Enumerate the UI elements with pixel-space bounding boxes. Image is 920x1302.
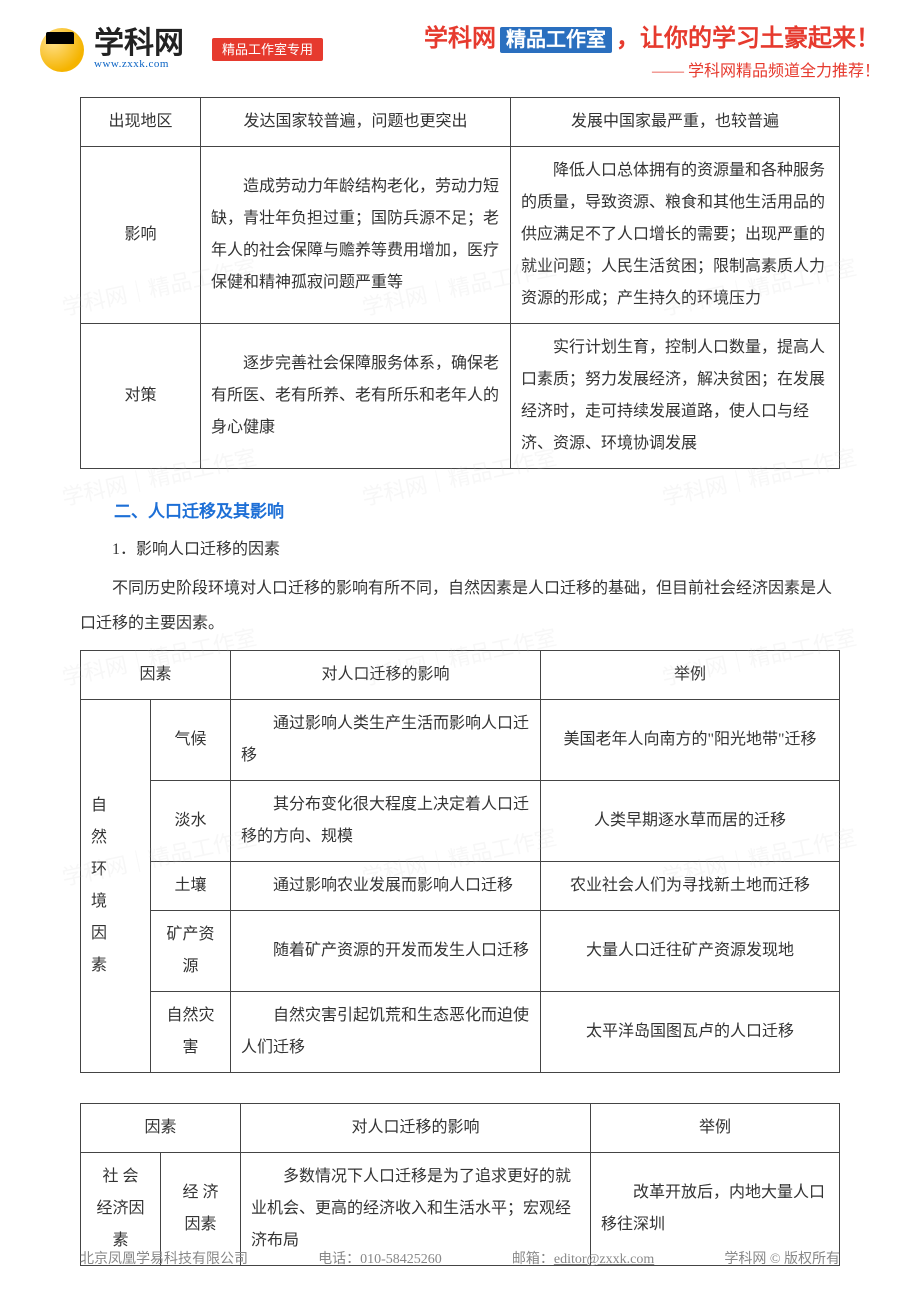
- table-row: 矿产资源 随着矿产资源的开发而发生人口迁移 大量人口迁往矿产资源发现地: [81, 910, 840, 991]
- footer-email-link[interactable]: editor@zxxk.com: [554, 1252, 654, 1267]
- slogan-pre: 学科网: [424, 26, 496, 52]
- cell: 通过影响人类生产生活而影响人口迁移: [231, 699, 541, 780]
- cell: 造成劳动力年龄结构老化，劳动力短缺，青壮年负担过重；国防兵源不足；老年人的社会保…: [201, 147, 511, 324]
- cell: 人类早期逐水草而居的迁移: [541, 780, 840, 861]
- cell: 出现地区: [81, 98, 201, 147]
- page-footer: 北京凤凰学易科技有限公司 电话：010-58425260 邮箱：editor@z…: [0, 1248, 920, 1268]
- cell-group: 自然环境因素: [81, 699, 151, 1072]
- slogan-post: ，让你的学习土豪起来！: [616, 26, 880, 52]
- cell: 随着矿产资源的开发而发生人口迁移: [231, 910, 541, 991]
- cell: 气候: [151, 699, 231, 780]
- cell: 美国老年人向南方的"阳光地带"迁移: [541, 699, 840, 780]
- cell: 对策: [81, 324, 201, 469]
- cell: 农业社会人们为寻找新土地而迁移: [541, 861, 840, 910]
- cell: 太平洋岛国图瓦卢的人口迁移: [541, 991, 840, 1072]
- table-row: 自然灾害 自然灾害引起饥荒和生态恶化而迫使人们迁移 太平洋岛国图瓦卢的人口迁移: [81, 991, 840, 1072]
- logo-block: 学科网 www.zxxk.com 精品工作室专用: [40, 28, 323, 72]
- footer-email-label: 邮箱：: [512, 1252, 554, 1267]
- slogan: 学科网精品工作室，让你的学习土豪起来！: [424, 18, 880, 53]
- footer-phone: 电话：010-58425260: [318, 1248, 442, 1268]
- table-row: 自然环境因素 气候 通过影响人类生产生活而影响人口迁移 美国老年人向南方的"阳光…: [81, 699, 840, 780]
- cell: 自然灾害: [151, 991, 231, 1072]
- footer-company: 北京凤凰学易科技有限公司: [80, 1248, 248, 1268]
- table-row: 出现地区 发达国家较普遍，问题也更突出 发展中国家最严重，也较普遍: [81, 98, 840, 147]
- table-row: 影响 造成劳动力年龄结构老化，劳动力短缺，青壮年负担过重；国防兵源不足；老年人的…: [81, 147, 840, 324]
- cell-header: 对人口迁移的影响: [241, 1103, 591, 1152]
- cell: 降低人口总体拥有的资源量和各种服务的质量，导致资源、粮食和其他生活用品的供应满足…: [511, 147, 840, 324]
- logo-url: www.zxxk.com: [94, 59, 184, 70]
- cell-header: 对人口迁移的影响: [231, 650, 541, 699]
- table-population-issues: 出现地区 发达国家较普遍，问题也更突出 发展中国家最严重，也较普遍 影响 造成劳…: [80, 97, 840, 469]
- cell: 淡水: [151, 780, 231, 861]
- table-row: 淡水 其分布变化很大程度上决定着人口迁移的方向、规模 人类早期逐水草而居的迁移: [81, 780, 840, 861]
- content: 出现地区 发达国家较普遍，问题也更突出 发展中国家最严重，也较普遍 影响 造成劳…: [0, 97, 920, 1266]
- footer-email: 邮箱：editor@zxxk.com: [512, 1248, 654, 1268]
- header-right: 学科网精品工作室，让你的学习土豪起来！ —— 学科网精品频道全力推荐！: [424, 18, 880, 81]
- logo-text-cn: 学科网: [94, 29, 184, 59]
- paragraph: 不同历史阶段环境对人口迁移的影响有所不同，自然因素是人口迁移的基础，但目前社会经…: [80, 571, 840, 641]
- table-migration-natural-factors: 因素 对人口迁移的影响 举例 自然环境因素 气候 通过影响人类生产生活而影响人口…: [80, 650, 840, 1073]
- table-migration-social-factors: 因素 对人口迁移的影响 举例 社 会经济因素 经 济因素 多数情况下人口迁移是为…: [80, 1103, 840, 1266]
- section-title-migration: 二、人口迁移及其影响: [114, 497, 840, 522]
- cell: 发达国家较普遍，问题也更突出: [201, 98, 511, 147]
- sub-slogan: —— 学科网精品频道全力推荐！: [424, 57, 880, 81]
- footer-copyright: 学科网 © 版权所有: [724, 1248, 840, 1268]
- cell: 大量人口迁往矿产资源发现地: [541, 910, 840, 991]
- cell-header: 举例: [591, 1103, 840, 1152]
- table-row: 因素 对人口迁移的影响 举例: [81, 1103, 840, 1152]
- cell-header: 举例: [541, 650, 840, 699]
- table-row: 对策 逐步完善社会保障服务体系，确保老有所医、老有所养、老有所乐和老年人的身心健…: [81, 324, 840, 469]
- subsection-title: 1．影响人口迁移的因素: [80, 532, 840, 567]
- badge-premium: 精品工作室专用: [212, 38, 323, 61]
- table-row: 土壤 通过影响农业发展而影响人口迁移 农业社会人们为寻找新土地而迁移: [81, 861, 840, 910]
- cell-header: 因素: [81, 650, 231, 699]
- cell: 通过影响农业发展而影响人口迁移: [231, 861, 541, 910]
- cell: 逐步完善社会保障服务体系，确保老有所医、老有所养、老有所乐和老年人的身心健康: [201, 324, 511, 469]
- cell: 其分布变化很大程度上决定着人口迁移的方向、规模: [231, 780, 541, 861]
- cell: 矿产资源: [151, 910, 231, 991]
- table-row: 因素 对人口迁移的影响 举例: [81, 650, 840, 699]
- owl-logo-icon: [40, 28, 84, 72]
- cell: 土壤: [151, 861, 231, 910]
- cell: 实行计划生育，控制人口数量，提高人口素质；努力发展经济，解决贫困；在发展经济时，…: [511, 324, 840, 469]
- cell: 自然灾害引起饥荒和生态恶化而迫使人们迁移: [231, 991, 541, 1072]
- page-header: 学科网 www.zxxk.com 精品工作室专用 学科网精品工作室，让你的学习土…: [0, 0, 920, 89]
- cell: 发展中国家最严重，也较普遍: [511, 98, 840, 147]
- cell-header: 因素: [81, 1103, 241, 1152]
- slogan-box: 精品工作室: [500, 27, 612, 53]
- cell: 影响: [81, 147, 201, 324]
